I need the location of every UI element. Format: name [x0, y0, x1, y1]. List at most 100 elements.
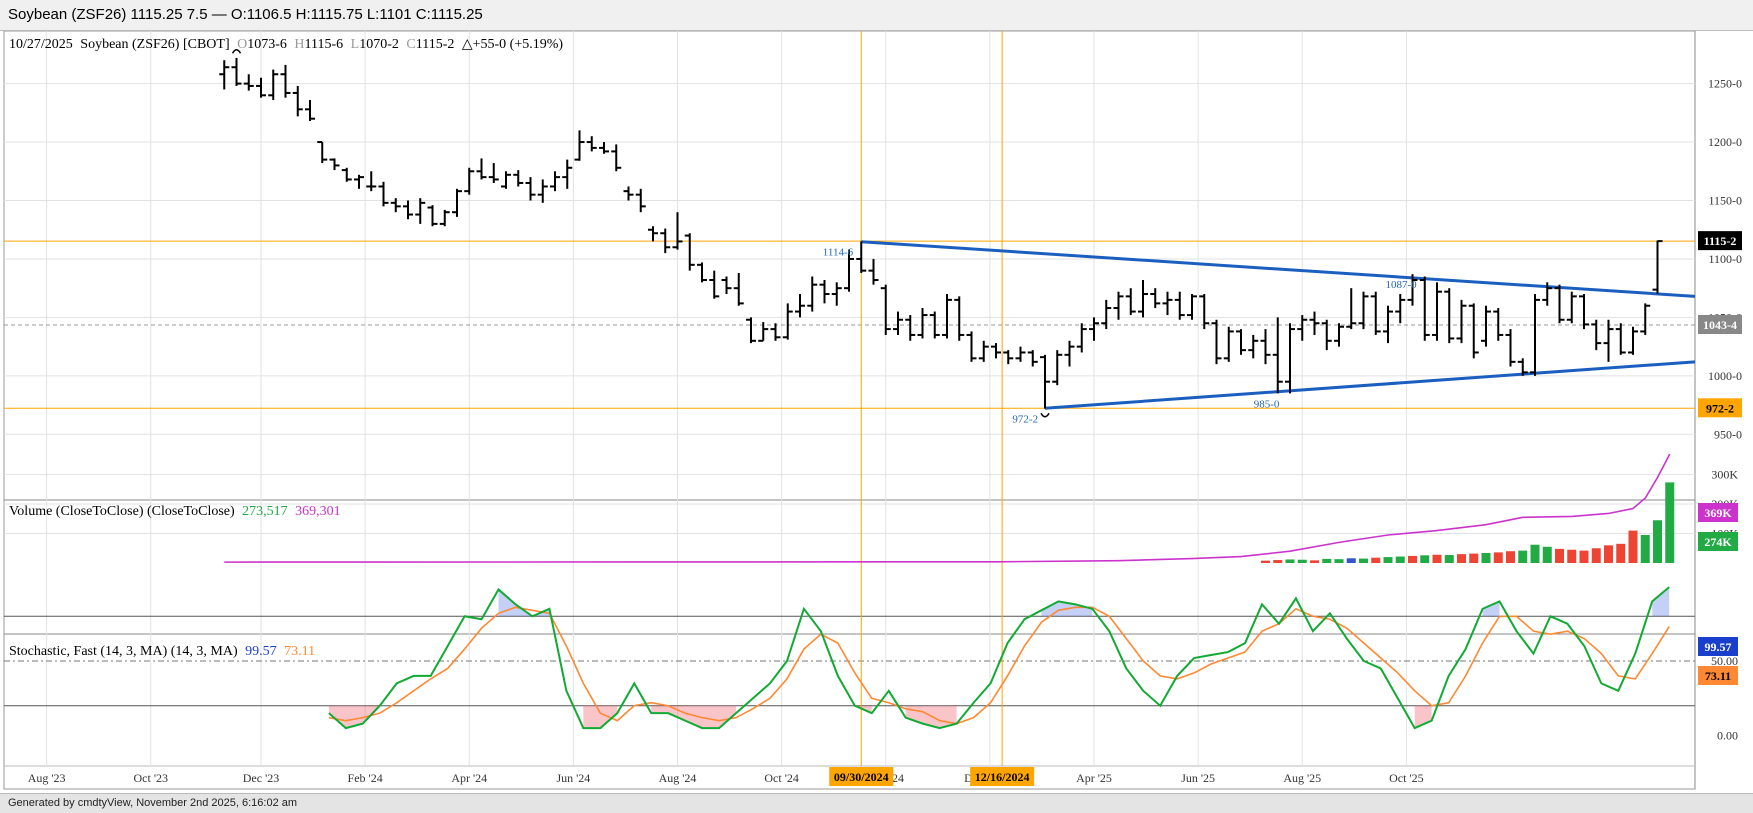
volume-bar — [1518, 550, 1528, 563]
volume-bar — [1665, 482, 1675, 563]
volume-bar — [1408, 555, 1417, 563]
volume-value: 273,517 — [242, 504, 288, 519]
header-symbol: Soybean (ZSF26) [CBOT] — [80, 37, 229, 52]
x-axis-label: Aug '23 — [28, 771, 66, 785]
ohlc-bar — [574, 130, 585, 161]
price-axis-label: 1150-0 — [1708, 194, 1742, 208]
ohlc-bar — [525, 177, 536, 201]
volume-bar — [1371, 557, 1381, 563]
ohlc-bar — [991, 343, 1001, 359]
price-axis-label: 1200-0 — [1708, 135, 1742, 149]
oversold-shade — [328, 705, 380, 729]
ohlc-bar — [635, 188, 646, 213]
header-change: △+55-0 (+5.19%) — [462, 37, 564, 52]
ohlc-bar — [868, 258, 879, 285]
ohlc-bar — [1089, 317, 1099, 341]
ohlc-bar — [954, 296, 965, 341]
price-axis-badge: 1043-4 — [1698, 315, 1742, 335]
ohlc-bar — [488, 163, 499, 183]
volume-bar — [1273, 560, 1283, 563]
ohlc-bar — [354, 174, 364, 189]
footer-bar: Generated by cmdtyView, November 2nd 202… — [0, 793, 1753, 813]
ohlc-bar — [660, 228, 671, 254]
ohlc-bar — [452, 188, 462, 217]
ohlc-bar — [942, 294, 952, 339]
ohlc-bar — [672, 212, 683, 250]
ohlc-bar — [280, 64, 291, 98]
chart-canvas[interactable]: 1114-6 972-2 985-0 1087-0 1250-0 1200-0 1150-… — [0, 31, 1753, 793]
volume-bar — [1481, 552, 1491, 563]
ohlc-bar — [1517, 358, 1528, 376]
volume-bar — [1334, 559, 1344, 563]
ohlc-bar — [1003, 350, 1014, 365]
ohlc-bar — [1542, 282, 1553, 306]
stochastic-axis-label: 0.00 — [1717, 729, 1738, 743]
header-low: 1070-2 — [359, 37, 399, 52]
ohlc-bar — [684, 233, 695, 271]
header-open: 1073-6 — [247, 37, 287, 52]
volume-ma-value: 369,301 — [295, 504, 341, 519]
ohlc-bar — [966, 331, 977, 362]
stochastic-k-badge-text: 99.57 — [1705, 640, 1732, 654]
x-axis-label: Oct '23 — [134, 771, 169, 785]
stochastic-k-badge-bg — [1698, 637, 1738, 656]
stochastic-k-line — [328, 586, 1670, 730]
ohlc-bar — [1615, 323, 1626, 355]
ohlc-bar — [1162, 291, 1173, 316]
header-low-key: L — [351, 37, 360, 52]
volume-bar — [1297, 559, 1307, 563]
ohlc-bar — [403, 200, 413, 220]
cursor-date-badge-text: 09/30/2024 — [834, 770, 889, 784]
volume-bar — [1653, 520, 1662, 563]
ohlc-bar — [1285, 323, 1295, 394]
ohlc-bar — [513, 170, 524, 187]
ohlc-bar — [782, 303, 793, 340]
price-annotations: 1114-6 972-2 985-0 1087-0 — [823, 247, 1417, 426]
ohlc-bar — [256, 77, 266, 98]
cursor-date-badge-bg — [970, 767, 1035, 786]
ohlc-bar — [464, 167, 475, 195]
price-annotation-label: 1114-6 — [823, 247, 854, 259]
ohlc-bar — [758, 322, 769, 342]
ohlc-bar — [978, 340, 989, 362]
volume-bar — [1444, 555, 1454, 563]
window-titlebar: Soybean (ZSF26) 1115.25 7.5 — O:1106.5 H… — [0, 0, 1753, 31]
volume-bar — [1261, 560, 1270, 563]
price-axis-badge-text: 1115-2 — [1704, 234, 1737, 248]
oversold-shade — [651, 705, 737, 729]
ohlc-bar — [1591, 319, 1602, 351]
ohlc-bar — [648, 226, 658, 242]
price-bars — [219, 48, 1663, 418]
price-axis-label: 1250-0 — [1708, 77, 1742, 91]
ohlc-bar — [1174, 291, 1185, 320]
x-axis-label: Oct '24 — [764, 771, 799, 785]
ohlc-bar — [329, 158, 340, 171]
volume-bars — [1261, 482, 1675, 563]
volume-badge: 274K — [1698, 532, 1738, 551]
ohlc-bar — [415, 198, 426, 224]
stochastic-header: Stochastic, Fast (14, 3, MA) (14, 3, MA)… — [9, 644, 315, 659]
volume-bar — [1346, 558, 1356, 563]
ohlc-bar — [1640, 303, 1651, 335]
ohlc-bar — [709, 270, 720, 299]
ohlc-bar — [1272, 317, 1283, 394]
ohlc-bar — [623, 186, 634, 201]
stochastic-d-badge-bg — [1698, 666, 1738, 685]
ohlc-bar — [905, 315, 916, 341]
ohlc-bar — [893, 311, 903, 335]
ohlc-bar — [243, 74, 254, 91]
volume-bar — [1628, 530, 1638, 563]
ohlc-bar — [1419, 276, 1430, 341]
ohlc-bar — [1040, 354, 1050, 409]
stochastic-d-badge: 73.11 — [1698, 666, 1738, 685]
ohlc-bar — [1015, 346, 1026, 362]
volume-badge-text: 274K — [1704, 535, 1732, 549]
ohlc-bar — [1383, 305, 1393, 344]
price-header: 10/27/2025 Soybean (ZSF26) [CBOT] O1073-… — [9, 37, 563, 52]
ohlc-bar — [427, 205, 438, 227]
ohlc-bar — [1125, 288, 1136, 316]
price-annotation-label: 985-0 — [1254, 398, 1280, 410]
window-title: Soybean (ZSF26) 1115.25 7.5 — O:1106.5 H… — [8, 6, 483, 23]
volume-bar — [1542, 546, 1552, 563]
